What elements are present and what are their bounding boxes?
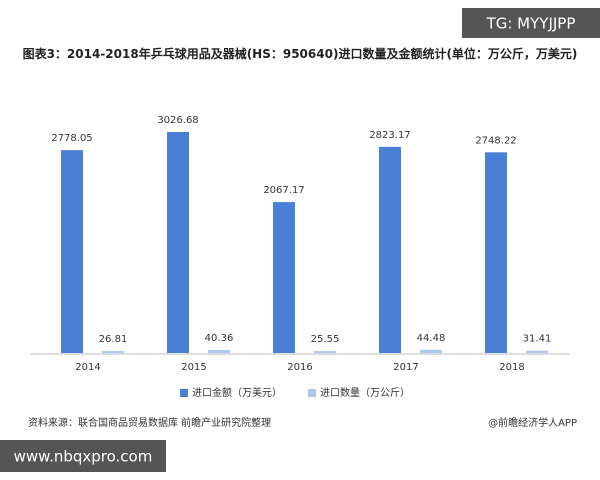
watermark: TG: MYYJJPP xyxy=(486,15,576,33)
bar xyxy=(273,202,295,353)
credit: @前瞻经济学人APP xyxy=(488,416,577,429)
legend: 进口金额（万美元） 进口数量（万公斤） xyxy=(180,386,410,399)
bar xyxy=(208,350,230,353)
value-label: 44.48 xyxy=(417,333,446,344)
bar xyxy=(420,349,442,353)
legend-label: 进口金额（万美元） xyxy=(192,386,282,399)
legend-label: 进口数量（万公斤） xyxy=(320,386,410,399)
value-label: 2748.22 xyxy=(475,135,516,146)
watermark: www.nbqxpro.com xyxy=(14,448,153,466)
bar xyxy=(526,350,548,353)
x-tick-label: 2017 xyxy=(393,362,418,373)
x-tick-label: 2016 xyxy=(287,362,312,373)
watermark-box xyxy=(0,440,166,472)
legend-swatch xyxy=(308,389,316,397)
x-tick-label: 2015 xyxy=(181,362,206,373)
bar xyxy=(61,150,83,353)
title-box: 图表3：2014-2018年乒乓球用品及器械(HS：950640)进口数量及金额… xyxy=(22,47,578,61)
value-label: 2823.17 xyxy=(369,130,410,141)
value-label: 25.55 xyxy=(311,334,340,345)
value-label: 3026.68 xyxy=(157,115,198,126)
source: 资料来源：联合国商品贸易数据库 前瞻产业研究院整理 xyxy=(28,416,271,429)
bar xyxy=(485,152,507,353)
legend-swatch xyxy=(180,389,188,397)
bar xyxy=(314,351,336,353)
value-label: 2778.05 xyxy=(51,133,92,144)
value-label: 40.36 xyxy=(205,333,234,344)
x-tick-label: 2018 xyxy=(499,362,524,373)
bar xyxy=(379,146,401,353)
x-tick-label: 2014 xyxy=(75,362,100,373)
value-label: 2067.17 xyxy=(263,185,304,196)
value-label: 31.41 xyxy=(523,334,552,345)
bar xyxy=(102,351,124,353)
value-label: 26.81 xyxy=(99,334,128,345)
watermark-box xyxy=(462,8,600,38)
bar xyxy=(167,132,189,353)
chart-title: 图表3：2014-2018年乒乓球用品及器械(HS：950640)进口数量及金额… xyxy=(22,47,578,61)
